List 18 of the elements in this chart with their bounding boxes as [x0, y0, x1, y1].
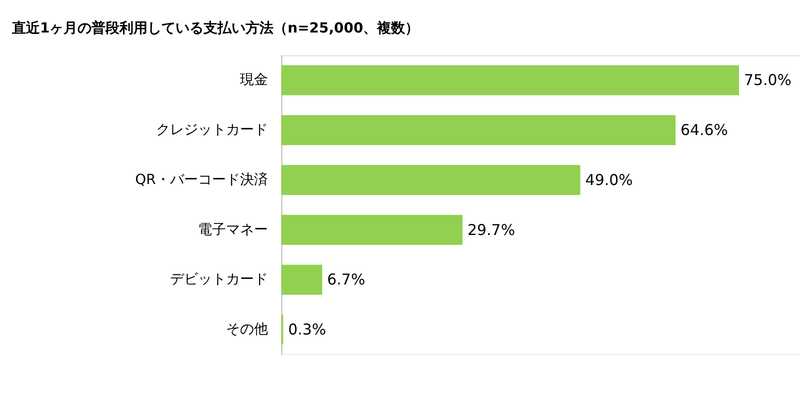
y-tick-label: 電子マネー: [198, 222, 268, 238]
data-label: 75.0%: [744, 71, 792, 90]
bar: [281, 165, 580, 195]
data-label: 64.6%: [680, 121, 728, 140]
data-label: 29.7%: [468, 220, 516, 239]
chart-title: 直近1ヶ月の普段利用している支払い方法（n=25,000、複数）: [10, 19, 420, 36]
bar: [281, 214, 463, 245]
bar: [281, 115, 676, 146]
y-tick-label: 現金: [240, 72, 268, 88]
bar: [281, 264, 322, 295]
bar: [281, 65, 739, 96]
y-tick-label: デビットカード: [170, 272, 268, 288]
y-tick-label: QR・バーコード決済: [135, 172, 268, 188]
y-tick-label: その他: [226, 322, 268, 338]
y-tick-label: クレジットカード: [156, 122, 268, 138]
data-label: 49.0%: [585, 170, 633, 189]
data-label: 0.3%: [288, 320, 326, 339]
data-label: 6.7%: [327, 270, 366, 289]
